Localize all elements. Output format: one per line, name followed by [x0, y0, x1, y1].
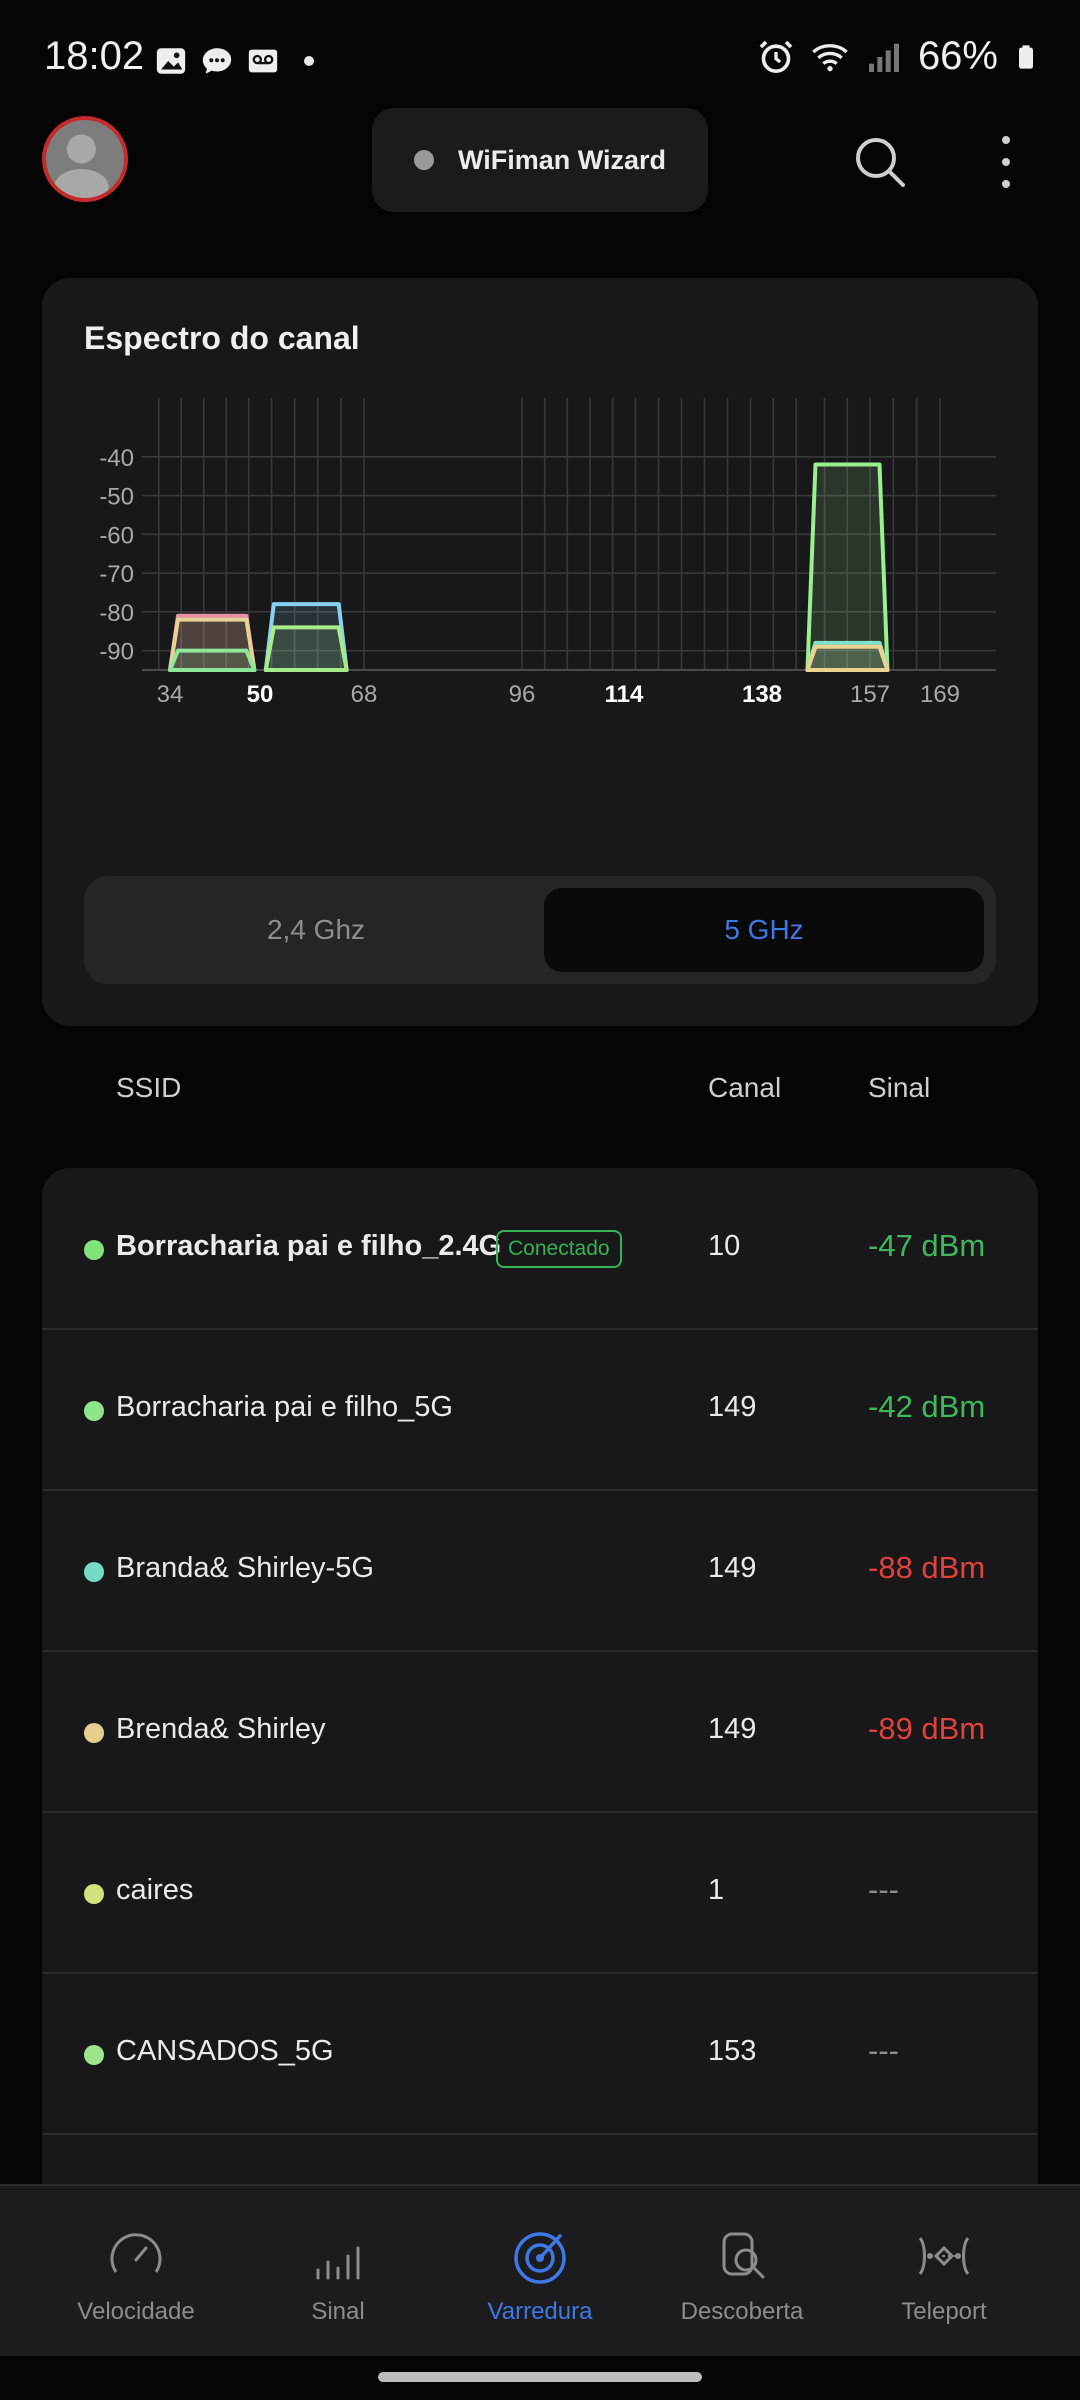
wizard-label: WiFiman Wizard: [458, 144, 667, 175]
gallery-icon: [156, 48, 186, 74]
device-search-icon: [722, 2232, 765, 2279]
network-signal: ---: [868, 1872, 899, 1907]
alarm-icon: [759, 40, 793, 73]
nav-label-velocidade: Velocidade: [77, 2298, 195, 2325]
channel-signal-area: [805, 462, 890, 672]
channel-spectrum-chart: -40 -50 -60 -70 -80 -90 34 50 68 96 114 138 157 169: [99, 398, 996, 708]
network-ssid: Branda& Shirley-5G: [116, 1552, 374, 1584]
network-color-dot: [84, 1240, 104, 1260]
network-signal: -88 dBm: [868, 1550, 986, 1585]
spectrum-card: Espectro do canal -40 -50 -60 -70 -80 -90 34 50…: [42, 278, 1038, 1026]
status-time: 18:02: [44, 34, 145, 78]
nav-descoberta[interactable]: Descoberta: [642, 2186, 842, 2356]
y-tick-label: -40: [99, 445, 134, 472]
network-channel: 1: [708, 1874, 725, 1906]
home-indicator: [378, 2372, 702, 2382]
network-ssid: Borracharia pai e filho_5G: [116, 1391, 453, 1423]
network-signal: -42 dBm: [868, 1389, 986, 1424]
status-bar: 18:02 66%: [0, 0, 1080, 120]
x-tick-label: 96: [509, 681, 536, 708]
x-tick-label: 114: [605, 681, 644, 708]
nav-sinal[interactable]: Sinal: [238, 2186, 438, 2356]
network-color-dot: [84, 1562, 104, 1582]
x-tick-label: 138: [742, 681, 782, 708]
x-tick-label: 34: [157, 681, 184, 708]
network-color-dot: [84, 2045, 104, 2065]
bottom-nav: Velocidade Sinal Varredura Descoberta Te…: [0, 2184, 1080, 2356]
nav-label-sinal: Sinal: [311, 2298, 365, 2325]
user-icon: [54, 134, 109, 198]
y-tick-label: -50: [99, 484, 134, 511]
column-header-canal[interactable]: Canal: [708, 1072, 782, 1103]
signal-bars-icon: [316, 2246, 360, 2280]
network-ssid: CANSADOS_5G: [116, 2035, 334, 2067]
battery-icon: [1019, 44, 1033, 69]
network-ssid: Borracharia pai e filho_2.4G: [116, 1230, 502, 1262]
band-toggle: 2,4 Ghz 5 GHz: [84, 876, 996, 984]
network-color-dot: [84, 1401, 104, 1421]
nav-label-teleport: Teleport: [901, 2298, 987, 2325]
network-ssid: Brenda& Shirley: [116, 1713, 326, 1745]
channel-signal-area: [168, 648, 257, 672]
more-vert-icon[interactable]: [988, 134, 1024, 190]
x-tick-label: 68: [351, 681, 378, 708]
network-signal: -47 dBm: [868, 1228, 986, 1263]
nav-velocidade[interactable]: Velocidade: [36, 2186, 236, 2356]
voicemail-icon: [248, 49, 278, 73]
network-signal: ---: [868, 2033, 899, 2068]
network-ssid: caires: [116, 1874, 194, 1906]
x-tick-label: 169: [920, 681, 960, 708]
network-channel: 10: [708, 1230, 741, 1262]
nav-varredura[interactable]: Varredura: [440, 2186, 640, 2356]
network-channel: 149: [708, 1552, 757, 1584]
column-header-sinal[interactable]: Sinal: [868, 1072, 931, 1103]
network-list-header: SSID Canal Sinal: [0, 1060, 1080, 1120]
nav-teleport[interactable]: Teleport: [844, 2186, 1044, 2356]
y-tick-label: -70: [99, 561, 134, 588]
speedometer-icon: [110, 2233, 162, 2273]
y-tick-label: -60: [99, 522, 134, 549]
notification-dot: [304, 56, 314, 66]
network-signal: -89 dBm: [868, 1711, 986, 1746]
nav-label-descoberta: Descoberta: [680, 2298, 804, 2325]
network-channel: 149: [708, 1391, 757, 1423]
radar-icon: [514, 2232, 566, 2284]
y-tick-label: -80: [99, 600, 134, 627]
band-5ghz-tab[interactable]: 5 GHz: [544, 888, 984, 972]
network-channel: 153: [708, 2035, 757, 2067]
avatar[interactable]: [42, 116, 128, 202]
network-list: Borracharia pai e filho_2.4G Conectado 10 -…: [42, 1168, 1038, 2188]
network-row[interactable]: Borracharia pai e filho_2.4G Conectado 10 -…: [42, 1168, 1038, 1330]
network-row[interactable]: Borracharia pai e filho_5G 149 -42 dBm: [42, 1329, 1038, 1491]
band-2-4ghz-tab[interactable]: 2,4 Ghz: [266, 914, 366, 945]
network-color-dot: [84, 1884, 104, 1904]
nav-label-varredura: Varredura: [487, 2298, 593, 2325]
network-row[interactable]: Branda& Shirley-5G 149 -88 dBm: [42, 1490, 1038, 1652]
search-icon[interactable]: [852, 134, 908, 190]
battery-percent: 66%: [917, 34, 998, 78]
spectrum-title: Espectro do canal: [84, 320, 360, 356]
wizard-status-dot: [414, 150, 434, 170]
wifiman-wizard-button[interactable]: WiFiman Wizard: [372, 108, 708, 212]
x-tick-label: 157: [850, 681, 890, 708]
channel-signal-area: [263, 625, 349, 672]
column-header-ssid[interactable]: SSID: [116, 1072, 182, 1103]
channel-signal-area: [805, 644, 890, 672]
network-row[interactable]: caires 1 ---: [42, 1812, 1038, 1974]
wifi-icon: [812, 43, 848, 71]
y-tick-label: -90: [99, 639, 134, 666]
teleport-icon: [918, 2237, 970, 2275]
network-row[interactable]: CANSADOS_5G 153 ---: [42, 1973, 1038, 2135]
network-color-dot: [84, 1723, 104, 1743]
network-row[interactable]: Brenda& Shirley 149 -89 dBm: [42, 1651, 1038, 1813]
signal-icon: [868, 43, 899, 72]
connected-badge: Conectado: [496, 1230, 622, 1268]
network-channel: 149: [708, 1713, 757, 1745]
messages-icon: [202, 48, 232, 74]
x-tick-label: 50: [247, 681, 274, 708]
